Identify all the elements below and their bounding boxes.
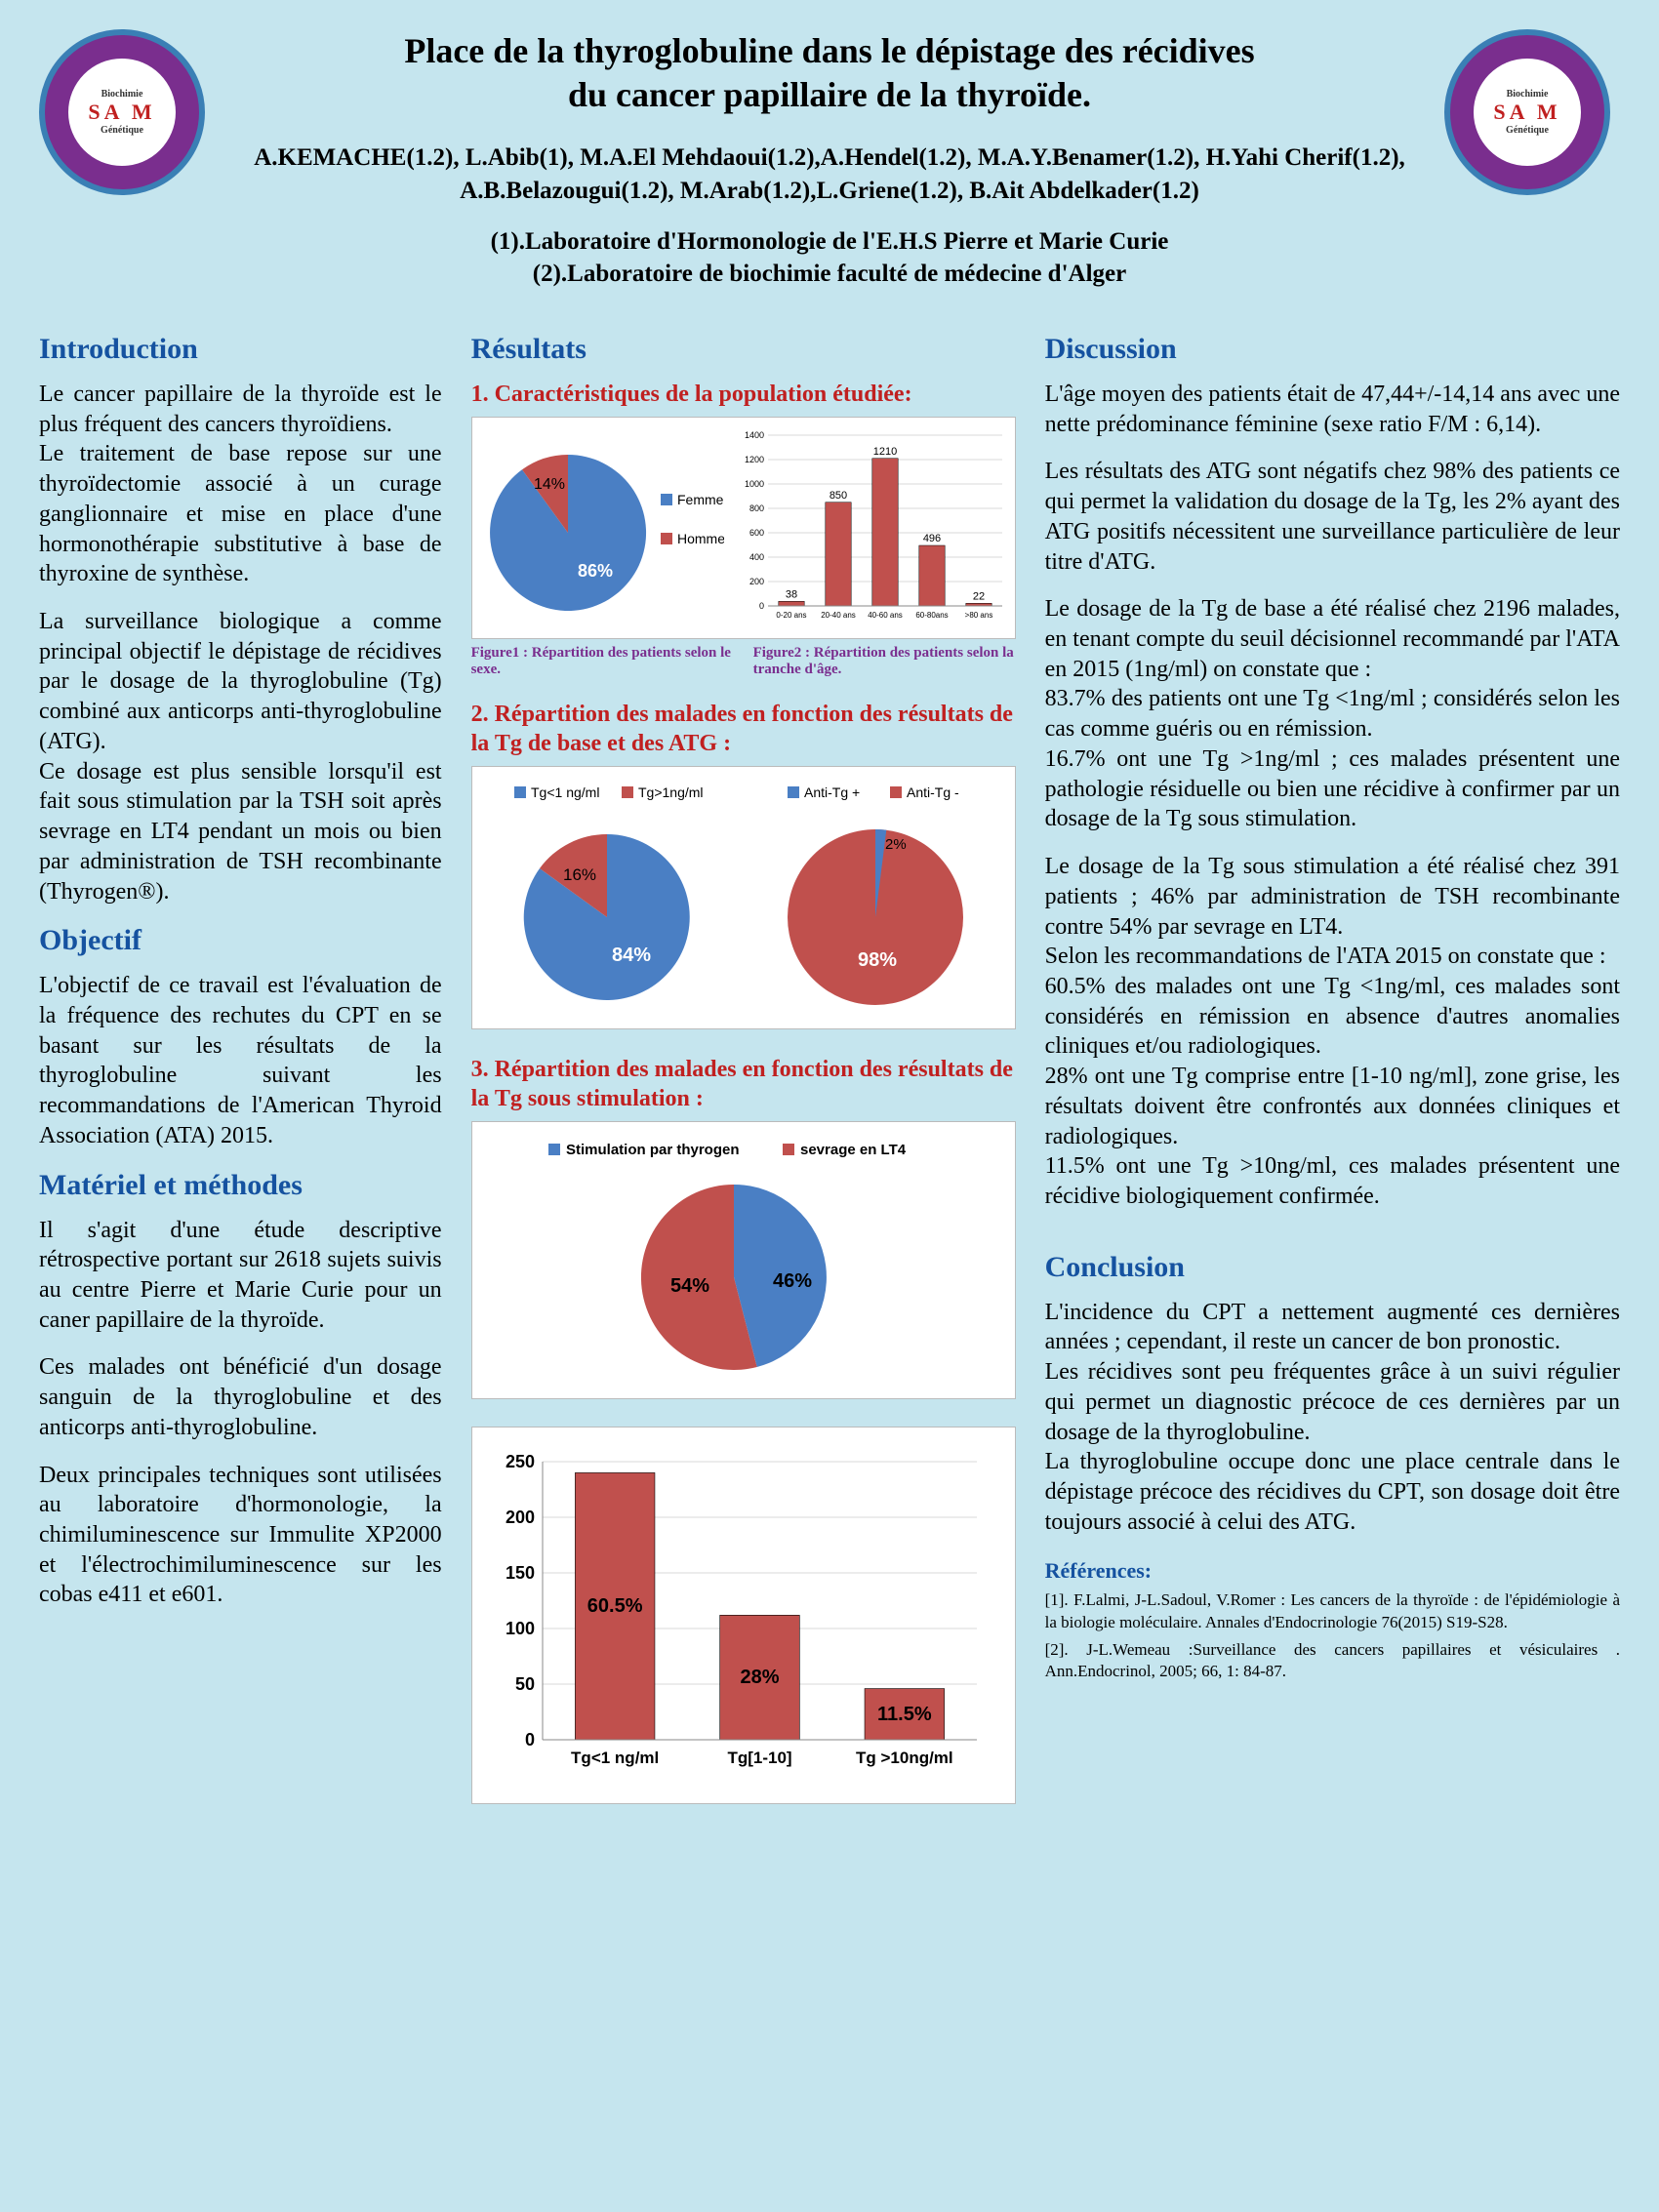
atg-pie: Anti-Tg + Anti-Tg - 98% 2% [749,781,1007,1015]
svg-text:0: 0 [759,601,764,611]
fig2-caption: Figure2 : Répartition des patients selon… [753,645,1016,678]
discussion-p1: L'âge moyen des patients était de 47,44+… [1045,380,1620,439]
legend-tg-lt: Tg<1 ng/ml [531,784,599,800]
svg-text:Tg >10ng/ml: Tg >10ng/ml [856,1749,953,1767]
svg-text:11.5%: 11.5% [877,1704,932,1725]
age-bar-chart: 0 200 400 600 800 1000 1200 1400 38 0-20 ans 850 20… [734,425,1007,630]
stim-bar-box: 0 50 100 150 200 250 60.5% Tg<1 ng/ml 28% Tg[1-10… [471,1427,1016,1804]
svg-text:100: 100 [506,1619,535,1638]
legend-sevrage: sevrage en LT4 [800,1142,907,1158]
conclusion-p1: L'incidence du CPT a nettement augmenté … [1045,1298,1620,1538]
left-column: Introduction Le cancer papillaire de la … [39,315,442,1804]
resultats-sub2: 2. Répartition des malades en fonction d… [471,700,1016,758]
svg-text:250: 250 [506,1452,535,1471]
svg-text:200: 200 [506,1508,535,1527]
pie-label-2: 2% [885,836,907,853]
svg-text:20-40 ans: 20-40 ans [821,611,856,620]
poster-header: Biochimie SA M Génétique Biochimie SA M … [39,29,1620,291]
svg-text:28%: 28% [740,1667,779,1688]
logo-biochimie: Biochimie [101,89,143,100]
logo-genetique: Génétique [101,125,143,136]
poster-title: Place de la thyroglobuline dans le dépis… [234,29,1425,117]
svg-text:400: 400 [749,552,764,562]
svg-text:0-20 ans: 0-20 ans [776,611,806,620]
svg-text:200: 200 [749,577,764,586]
tg-atg-box: Tg<1 ng/ml Tg>1ng/ml 84% 16% Anti-Tg + A… [471,766,1016,1029]
svg-text:22: 22 [972,590,984,602]
logo-left: Biochimie SA M Génétique [39,29,215,205]
legend-homme: Homme [677,531,724,546]
logo-biochimie: Biochimie [1507,89,1549,100]
svg-text:50: 50 [515,1674,535,1694]
pie-label-84: 84% [612,945,651,966]
logo-genetique: Génétique [1506,125,1549,136]
svg-text:>80 ans: >80 ans [964,611,992,620]
svg-text:0: 0 [525,1730,535,1749]
poster-authors: A.KEMACHE(1.2), L.Abib(1), M.A.El Mehdao… [215,141,1444,208]
stim-method-box: Stimulation par thyrogen sevrage en LT4 … [471,1121,1016,1399]
svg-text:38: 38 [785,588,796,600]
svg-text:1400: 1400 [745,430,764,440]
stim-bar-chart: 0 50 100 150 200 250 60.5% Tg<1 ng/ml 28% Tg[1-10… [484,1447,991,1779]
heading-conclusion: Conclusion [1045,1251,1620,1284]
pie-label-46: 46% [773,1270,812,1292]
materiel-p1: Il s'agit d'une étude descriptive rétros… [39,1216,442,1336]
pie-label-16: 16% [563,865,596,884]
svg-text:496: 496 [922,533,940,544]
svg-text:850: 850 [829,490,846,502]
legend-tg-gt: Tg>1ng/ml [638,784,704,800]
right-column: Discussion L'âge moyen des patients étai… [1045,315,1620,1804]
svg-text:60.5%: 60.5% [587,1595,642,1617]
logo-sam: SA M [1493,100,1560,125]
middle-column: Résultats 1. Caractéristiques de la popu… [471,315,1016,1804]
svg-text:1210: 1210 [872,446,896,458]
logo-right: Biochimie SA M Génétique [1444,29,1620,205]
resultats-sub1: 1. Caractéristiques de la population étu… [471,380,1016,409]
reference-2: [2]. J-L.Wemeau :Surveillance des cancer… [1045,1639,1620,1682]
svg-text:600: 600 [749,528,764,538]
pie-label-54: 54% [670,1275,709,1297]
legend-thyrogen: Stimulation par thyrogen [566,1142,740,1158]
legend-femme: Femme [677,492,724,507]
svg-text:60-80ans: 60-80ans [915,611,948,620]
heading-resultats: Résultats [471,333,1016,366]
logo-sam: SA M [88,100,155,125]
poster-body: Introduction Le cancer papillaire de la … [39,315,1620,1804]
stim-method-pie: Stimulation par thyrogen sevrage en LT4 … [480,1136,988,1380]
legend-atg-neg: Anti-Tg - [907,784,959,800]
heading-references: Références: [1045,1558,1620,1584]
objectif-p1: L'objectif de ce travail est l'évaluatio… [39,971,442,1150]
intro-p1: Le cancer papillaire de la thyroïde est … [39,380,442,589]
pie-label-86: 86% [578,561,613,581]
discussion-p4: Le dosage de la Tg sous stimulation a ét… [1045,852,1620,1212]
svg-text:40-60 ans: 40-60 ans [868,611,903,620]
heading-materiel: Matériel et méthodes [39,1169,442,1202]
fig1-fig2-box: 86% 14% Femme Homme 0 200 400 600 800 1000 120… [471,417,1016,639]
svg-text:Tg[1-10]: Tg[1-10] [727,1749,791,1767]
fig-captions: Figure1 : Répartition des patients selon… [471,645,1016,678]
svg-text:Tg<1 ng/ml: Tg<1 ng/ml [571,1749,659,1767]
svg-text:1000: 1000 [745,479,764,489]
heading-objectif: Objectif [39,924,442,957]
svg-text:1200: 1200 [745,455,764,464]
legend-atg-pos: Anti-Tg + [804,784,860,800]
svg-text:150: 150 [506,1563,535,1583]
poster-affiliations: (1).Laboratoire d'Hormonologie de l'E.H.… [39,225,1620,292]
discussion-p3: Le dosage de la Tg de base a été réalisé… [1045,594,1620,834]
sex-pie-chart: 86% 14% Femme Homme [480,425,724,630]
svg-text:800: 800 [749,503,764,513]
reference-1: [1]. F.Lalmi, J-L.Sadoul, V.Romer : Les … [1045,1589,1620,1632]
heading-discussion: Discussion [1045,333,1620,366]
intro-p2: La surveillance biologique a comme princ… [39,607,442,906]
tg-base-pie: Tg<1 ng/ml Tg>1ng/ml 84% 16% [480,781,739,1015]
heading-introduction: Introduction [39,333,442,366]
pie-label-98: 98% [858,949,897,971]
materiel-p3: Deux principales techniques sont utilisé… [39,1461,442,1611]
discussion-p2: Les résultats des ATG sont négatifs chez… [1045,457,1620,577]
resultats-sub3: 3. Répartition des malades en fonction d… [471,1055,1016,1113]
pie-label-14: 14% [534,476,565,493]
fig1-caption: Figure1 : Répartition des patients selon… [471,645,734,678]
materiel-p2: Ces malades ont bénéficié d'un dosage sa… [39,1352,442,1442]
